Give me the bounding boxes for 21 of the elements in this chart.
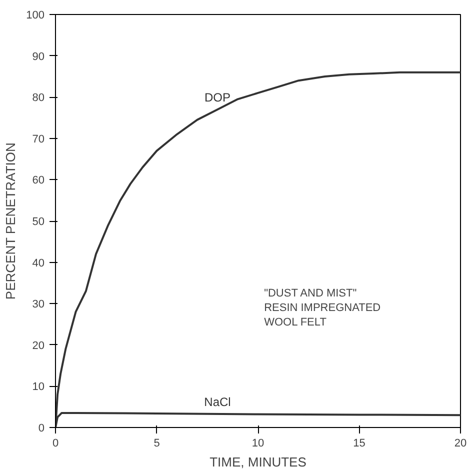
y-tick-label: 10 <box>32 381 45 394</box>
y-tick-label: 60 <box>32 174 45 187</box>
x-tick-label: 20 <box>454 438 467 450</box>
x-tick-label: 0 <box>52 438 59 450</box>
x-axis-title: TIME, MINUTES <box>210 454 307 470</box>
y-tick-label: 90 <box>32 50 45 63</box>
y-axis-title: PERCENT PENETRATION <box>3 142 18 300</box>
y-tick-label: 50 <box>32 216 45 228</box>
x-tick-label: 15 <box>353 438 366 450</box>
y-tick-label: 70 <box>32 133 45 146</box>
series-label: DOP <box>204 90 231 104</box>
y-tick-label: 20 <box>32 340 45 352</box>
y-tick-label: 100 <box>26 10 45 22</box>
x-tick-label: 10 <box>252 438 264 450</box>
y-tick-label: 0 <box>38 422 45 434</box>
annotation: "DUST AND MIST" RESIN IMPREGNATED WOOL FELT <box>264 288 381 328</box>
y-tick-label: 30 <box>32 298 45 311</box>
series-label: NaCl <box>204 394 231 409</box>
y-tick-label: 40 <box>32 257 45 270</box>
x-tick-label: 5 <box>154 438 160 450</box>
y-tick-label: 80 <box>32 92 45 104</box>
